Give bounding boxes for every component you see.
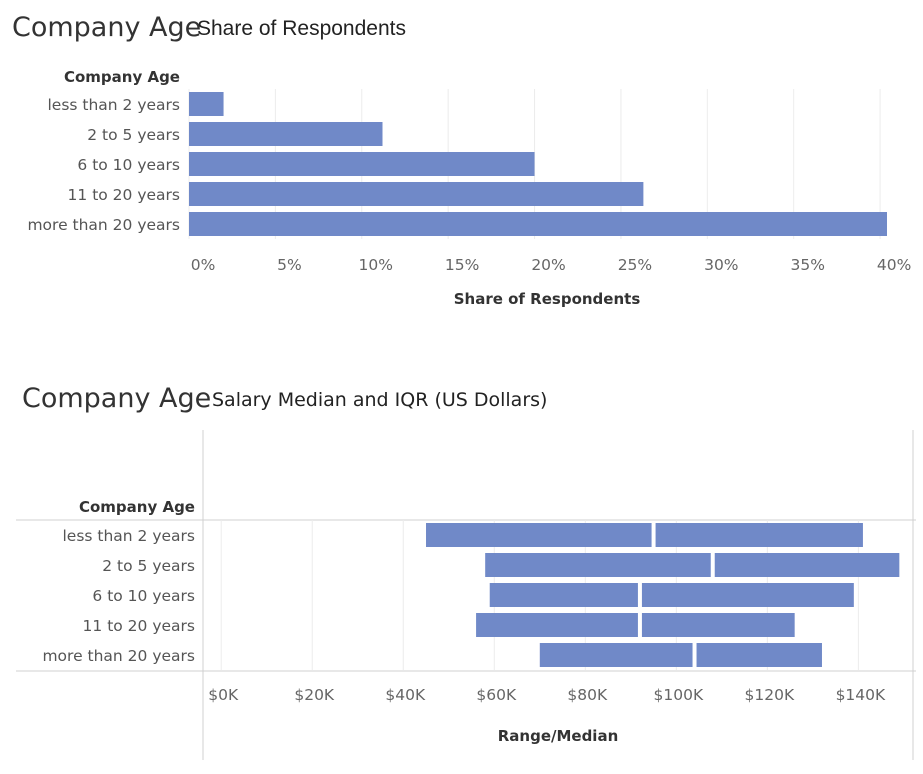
chart1-tick-label: 15%: [445, 256, 479, 274]
chart2-x-axis-label: Range/Median: [498, 727, 619, 745]
chart2-title: Company Age: [22, 383, 211, 414]
chart2-frame: [16, 430, 916, 760]
chart2-tick-labels: $0K $20K $40K $60K $80K $100K $120K $140K: [208, 686, 886, 704]
chart2-bar-upper-half: [714, 553, 900, 577]
chart2-category-labels: less than 2 years 2 to 5 years 6 to 10 yea…: [42, 527, 195, 665]
chart1-category-labels: less than 2 years 2 to 5 years 6 to 10 yea…: [27, 96, 180, 234]
chart2-category-label: 11 to 20 years: [83, 617, 195, 635]
chart2-bar-upper-half: [655, 523, 863, 547]
chart1-bar: [189, 92, 224, 116]
chart2-tick-label: $40K: [385, 686, 426, 704]
chart1-x-axis-label: Share of Respondents: [454, 290, 641, 308]
chart2-category-label: 2 to 5 years: [102, 557, 195, 575]
chart2-bar-upper-half: [641, 583, 854, 607]
chart2-subtitle: Salary Median and IQR (US Dollars): [212, 389, 547, 411]
chart1-tick-label: 10%: [359, 256, 393, 274]
chart1-bars: [189, 92, 887, 236]
chart2-bar-lower-half: [489, 583, 638, 607]
chart2-category-label: 6 to 10 years: [92, 587, 195, 605]
chart2-tick-label: $100K: [654, 686, 704, 704]
chart2-tick-label: $0K: [208, 686, 239, 704]
chart2-bar-upper-half: [641, 613, 795, 637]
chart1-title: Company Age: [12, 12, 201, 43]
chart1-tick-label: 25%: [618, 256, 652, 274]
chart2-tick-label: $20K: [294, 686, 335, 704]
chart2-tick-label: $80K: [567, 686, 608, 704]
chart2-category-label: less than 2 years: [62, 527, 195, 545]
chart1-tick-labels: 0% 5% 10% 15% 20% 25% 30% 35% 40%: [191, 256, 912, 274]
chart2-tick-label: $120K: [745, 686, 795, 704]
chart2-bar-lower-half: [539, 643, 693, 667]
chart1-bar: [189, 122, 383, 146]
chart1-bar: [189, 212, 887, 236]
chart1-subtitle: Share of Respondents: [197, 17, 406, 40]
chart1-category-label: 6 to 10 years: [77, 156, 180, 174]
chart1-tick-label: 40%: [877, 256, 911, 274]
chart1-tick-label: 20%: [531, 256, 565, 274]
chart1-tick-label: 35%: [790, 256, 824, 274]
chart2-category-label: more than 20 years: [42, 647, 195, 665]
chart2-category-header: Company Age: [79, 498, 195, 516]
chart1-category-label: 11 to 20 years: [68, 186, 180, 204]
chart2-bar-lower-half: [485, 553, 711, 577]
chart2-bar-upper-half: [696, 643, 822, 667]
chart1-category-label: 2 to 5 years: [87, 126, 180, 144]
chart2-bars: [426, 523, 900, 667]
chart2-bar-lower-half: [476, 613, 638, 637]
chart1-category-label: less than 2 years: [47, 96, 180, 114]
chart1-tick-label: 30%: [704, 256, 738, 274]
chart1-category-header: Company Age: [64, 68, 180, 86]
chart1-bar: [189, 152, 535, 176]
chart1-tick-label: 0%: [191, 256, 216, 274]
chart1-category-label: more than 20 years: [27, 216, 180, 234]
chart1-bar: [189, 182, 644, 206]
chart1-tick-label: 5%: [277, 256, 302, 274]
chart2-tick-label: $140K: [836, 686, 886, 704]
chart2-tick-label: $60K: [476, 686, 517, 704]
chart2-bar-lower-half: [426, 523, 652, 547]
